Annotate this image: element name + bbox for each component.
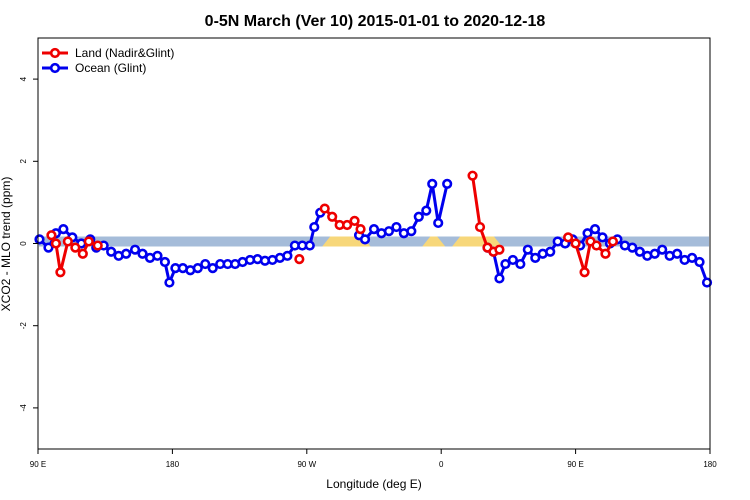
data-point bbox=[657, 244, 668, 255]
data-point bbox=[368, 224, 380, 235]
x-tick-label: 180 bbox=[703, 460, 717, 469]
data-point bbox=[342, 219, 353, 231]
data-point bbox=[582, 228, 593, 239]
data-point bbox=[591, 240, 602, 251]
data-point bbox=[530, 252, 541, 263]
data-point bbox=[507, 254, 518, 266]
y-tick-label: -4 bbox=[19, 404, 28, 412]
series-layer bbox=[34, 170, 713, 288]
data-point bbox=[304, 240, 315, 251]
data-point bbox=[427, 178, 438, 190]
data-point bbox=[500, 258, 511, 270]
legend-item: Ocean (Glint) bbox=[42, 61, 146, 75]
data-point bbox=[294, 254, 305, 265]
data-point bbox=[597, 232, 608, 243]
data-point bbox=[413, 211, 424, 222]
data-point bbox=[600, 248, 611, 259]
y-axis-label: XCO2 - MLO trend (ppm) bbox=[0, 177, 13, 312]
series-land bbox=[46, 170, 619, 278]
legend-swatch-marker bbox=[49, 62, 61, 74]
data-point bbox=[391, 221, 402, 233]
data-point bbox=[433, 217, 444, 229]
x-tick-label: 0 bbox=[439, 460, 444, 469]
data-point bbox=[121, 248, 132, 259]
data-point bbox=[474, 221, 486, 233]
data-point bbox=[55, 267, 66, 278]
data-point bbox=[672, 248, 683, 259]
data-point bbox=[494, 273, 505, 284]
data-point bbox=[129, 244, 141, 255]
data-point bbox=[545, 246, 556, 257]
y-tick-label: 2 bbox=[19, 159, 28, 164]
data-point bbox=[607, 236, 619, 247]
data-point bbox=[701, 277, 713, 288]
data-point bbox=[515, 258, 526, 270]
data-point bbox=[58, 224, 69, 235]
data-point bbox=[92, 240, 103, 251]
data-point bbox=[106, 246, 117, 257]
chart-title: 0-5N March (Ver 10) 2015-01-01 to 2020-1… bbox=[205, 13, 546, 30]
legend: Land (Nadir&Glint)Ocean (Glint) bbox=[42, 46, 174, 75]
data-point bbox=[383, 226, 395, 237]
data-point bbox=[634, 246, 645, 257]
data-point bbox=[421, 205, 432, 216]
data-point bbox=[627, 242, 638, 253]
data-point bbox=[589, 224, 601, 235]
data-point bbox=[355, 224, 366, 235]
data-point bbox=[494, 244, 505, 255]
data-point bbox=[579, 267, 590, 278]
data-point bbox=[43, 242, 54, 253]
data-point bbox=[62, 236, 73, 247]
legend-item: Land (Nadir&Glint) bbox=[42, 46, 174, 60]
y-tick-label: 0 bbox=[19, 241, 28, 246]
legend-label: Land (Nadir&Glint) bbox=[75, 46, 174, 60]
data-point bbox=[83, 236, 94, 247]
data-point bbox=[152, 250, 163, 261]
y-tick-label: 4 bbox=[19, 76, 28, 81]
land-band bbox=[452, 236, 502, 247]
data-point bbox=[77, 248, 88, 259]
data-point bbox=[70, 242, 81, 253]
y-tick-label: -2 bbox=[19, 322, 28, 330]
data-point bbox=[46, 230, 57, 241]
data-point bbox=[192, 263, 203, 274]
data-point bbox=[649, 248, 660, 259]
y-axis: -4 -2 0 2 4 bbox=[19, 76, 38, 411]
data-point bbox=[200, 258, 211, 270]
x-tick-label: 90 E bbox=[567, 460, 583, 469]
x-axis-label: Longitude (deg E) bbox=[326, 477, 421, 491]
data-point bbox=[282, 250, 293, 261]
land-band bbox=[422, 236, 446, 247]
data-point bbox=[159, 256, 171, 268]
data-point bbox=[563, 232, 574, 243]
data-point bbox=[349, 215, 360, 226]
legend-label: Ocean (Glint) bbox=[75, 61, 146, 75]
series-ocean bbox=[34, 178, 713, 288]
data-point bbox=[359, 234, 371, 245]
x-axis: 90 E 180 90 W 0 90 E 180 bbox=[30, 449, 717, 469]
data-point bbox=[137, 248, 148, 259]
legend-swatch-marker bbox=[49, 47, 61, 59]
x-tick-label: 180 bbox=[166, 460, 180, 469]
x-tick-label: 90 E bbox=[30, 460, 46, 469]
data-point bbox=[522, 244, 533, 255]
data-point bbox=[570, 238, 581, 249]
data-point bbox=[207, 263, 218, 274]
data-point bbox=[406, 226, 417, 237]
data-point bbox=[164, 277, 175, 288]
data-point bbox=[694, 256, 705, 268]
x-tick-label: 90 W bbox=[297, 460, 316, 469]
data-point bbox=[686, 252, 698, 263]
data-point bbox=[319, 203, 330, 214]
data-point bbox=[50, 238, 62, 249]
data-point bbox=[467, 170, 478, 181]
data-point bbox=[34, 234, 45, 245]
data-point bbox=[309, 221, 320, 233]
data-point bbox=[442, 178, 453, 190]
data-point bbox=[327, 211, 338, 222]
